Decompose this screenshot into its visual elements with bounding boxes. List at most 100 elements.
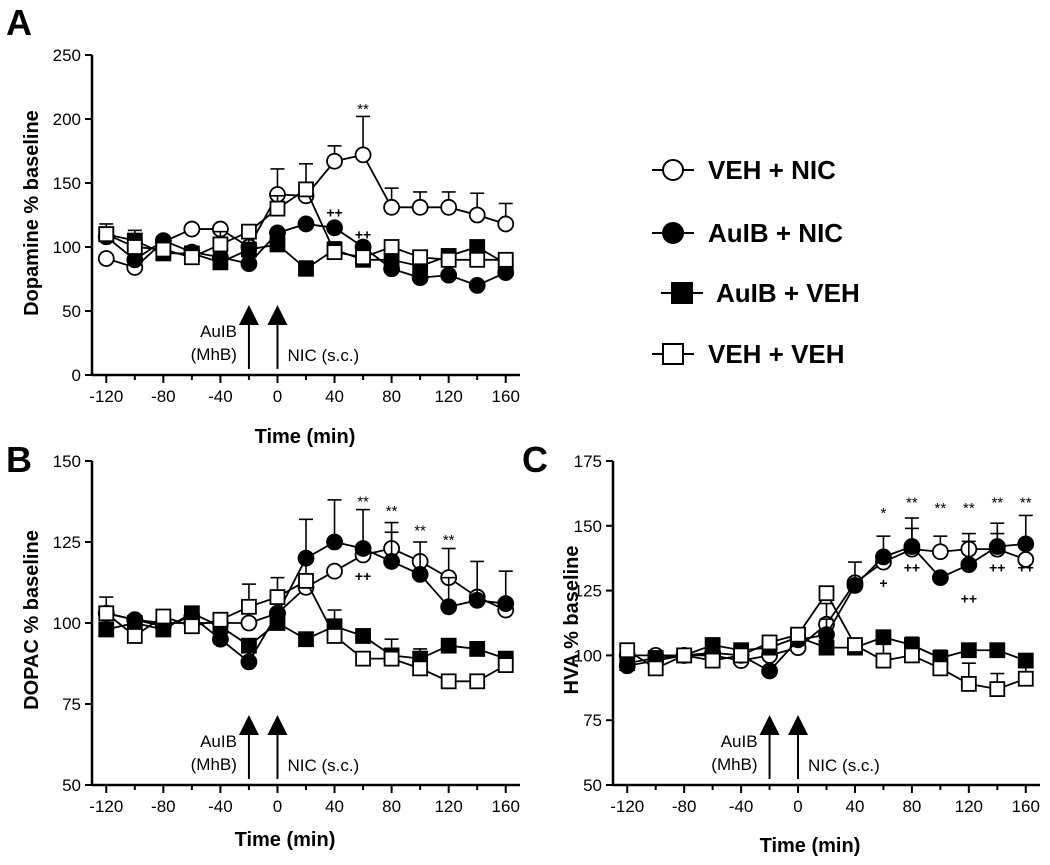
data-point	[468, 276, 486, 294]
data-point	[155, 241, 172, 258]
series-veh-veh	[98, 163, 514, 268]
y-axis-title-a: Dopamine % baseline	[21, 110, 43, 316]
x-tick-label: 40	[325, 797, 344, 816]
x-tick-label: -40	[208, 387, 233, 406]
data-point	[733, 647, 749, 664]
data-point	[326, 244, 343, 261]
data-point	[155, 608, 172, 625]
data-point	[126, 239, 143, 255]
y-tick-label: 125	[53, 533, 81, 552]
series-veh-veh	[619, 585, 1034, 697]
plus-annotation: ++	[989, 559, 1005, 575]
y-tick-label: 75	[583, 711, 602, 730]
x-tick-label: 0	[273, 797, 282, 816]
data-point	[298, 181, 314, 198]
open-square-icon	[662, 343, 684, 365]
data-point	[326, 628, 343, 644]
x-tick-label: 120	[434, 387, 462, 406]
data-point	[412, 249, 429, 266]
data-point	[704, 652, 721, 669]
open-circle-icon	[662, 159, 684, 181]
x-tick-label: 120	[434, 797, 462, 816]
plus-annotation: ++	[961, 591, 977, 607]
y-tick-label: 75	[62, 695, 81, 714]
y-tick-label: 150	[53, 174, 81, 193]
data-point	[126, 615, 143, 631]
legend-item-veh-veh: VEH + VEH	[652, 339, 845, 369]
data-point	[326, 152, 343, 170]
data-point	[875, 548, 892, 566]
x-tick-label: -40	[729, 797, 754, 816]
panel-c: C Time (min) HVA % baseline 50 75 100 125 15…	[522, 439, 1040, 857]
data-point	[383, 198, 401, 216]
legend: VEH + NIC AuIB + NIC AuIB + VEH VEH + VE…	[652, 155, 860, 369]
legend-item-veh-nic: VEH + NIC	[652, 155, 836, 185]
significance-annotation: **	[1020, 495, 1032, 512]
data-point	[212, 236, 229, 253]
data-point	[931, 569, 949, 587]
x-tick-label: 0	[273, 387, 282, 406]
x-axis-title-b: Time (min)	[235, 829, 336, 851]
x-tick-label: 0	[793, 797, 802, 816]
significance-annotation: **	[935, 500, 947, 517]
data-point	[298, 631, 314, 648]
data-point	[412, 660, 429, 677]
y-tick-label: 100	[574, 646, 602, 665]
data-point	[126, 628, 143, 644]
data-point	[241, 637, 257, 654]
plot-area-a: 0 50 100 150 200 250 -120 -80 -40 0 40 80 120 160 ** ++…	[53, 46, 520, 406]
data-point	[240, 255, 258, 273]
data-point	[989, 681, 1006, 697]
significance-annotation: **	[443, 532, 455, 549]
data-point	[989, 642, 1006, 659]
data-point	[988, 538, 1006, 555]
data-point	[98, 621, 115, 638]
plus-annotation: +	[879, 575, 887, 591]
data-point	[241, 223, 257, 240]
arrow-label: (MhB)	[191, 755, 237, 774]
legend-item-auib-veh: AuIB + VEH	[661, 278, 860, 308]
data-point	[647, 660, 664, 677]
data-point	[212, 611, 229, 628]
x-tick-label: 40	[325, 387, 344, 406]
y-tick-label: 0	[72, 366, 81, 385]
x-tick-label: 80	[902, 797, 921, 816]
data-point	[619, 642, 636, 659]
y-tick-label: 50	[62, 776, 81, 795]
significance-annotation: **	[357, 493, 369, 510]
data-point	[875, 652, 892, 669]
x-tick-label: -120	[89, 797, 123, 816]
arrow-label: NIC (s.c.)	[287, 346, 359, 365]
data-point	[440, 637, 457, 654]
plus-annotation: ++	[355, 568, 371, 584]
significance-annotation: **	[906, 495, 918, 512]
data-point	[468, 206, 486, 224]
arrow-label: AuIB	[200, 732, 237, 751]
data-point	[354, 540, 372, 557]
data-point	[269, 236, 286, 253]
data-point	[676, 647, 693, 664]
y-tick-label: 250	[53, 46, 81, 65]
data-point	[469, 641, 486, 657]
plus-annotation: ++	[1018, 559, 1034, 575]
legend-label: VEH + VEH	[708, 339, 845, 369]
data-point	[1017, 670, 1034, 687]
data-point	[240, 653, 258, 671]
data-point	[297, 215, 315, 233]
data-point	[269, 589, 286, 605]
y-tick-label: 150	[53, 452, 81, 471]
x-tick-label: 160	[492, 387, 520, 406]
data-point	[241, 241, 257, 258]
data-point	[326, 562, 343, 580]
data-point	[960, 676, 977, 692]
x-tick-label: -120	[89, 387, 123, 406]
data-point	[904, 647, 920, 664]
panel-a: A Time (min) Dopamine % baseline 0 50 100 1…	[6, 2, 520, 448]
data-point	[269, 615, 286, 631]
data-point	[97, 250, 115, 267]
data-point	[619, 655, 636, 672]
data-point	[960, 642, 977, 659]
data-point	[903, 538, 921, 555]
data-point	[98, 226, 115, 243]
